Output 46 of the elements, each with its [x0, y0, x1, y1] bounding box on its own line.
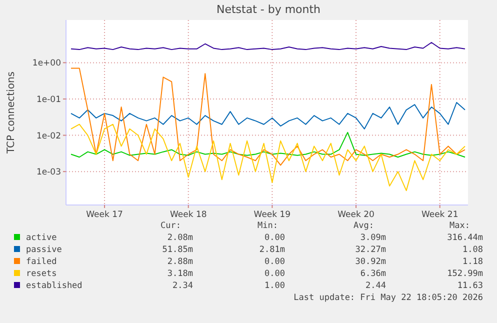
line-series [70, 124, 466, 192]
text: 1.08 [462, 245, 483, 255]
y-tick-label: 1e-01 [36, 94, 61, 105]
text: 2.34 [172, 281, 193, 291]
x-tick-label: Week 17 [86, 210, 123, 220]
text: Cur: [160, 221, 181, 231]
text: 0.00 [264, 257, 285, 267]
legend-label: resets [26, 269, 57, 279]
text: 11.63 [457, 281, 483, 291]
x-tick-label: Week 19 [254, 210, 291, 220]
x-tick-label: Week 18 [170, 210, 207, 220]
y-tick-label: 1e+00 [32, 58, 61, 69]
text: 2.88m [167, 257, 193, 267]
text: Avg: [354, 221, 374, 231]
legend-label: passive [26, 245, 62, 255]
text: 1.00 [264, 281, 285, 291]
x-tick-label: Week 20 [338, 210, 374, 220]
text: 0.00 [264, 269, 285, 279]
line-series [70, 102, 466, 130]
text: 3.09m [360, 233, 386, 243]
text: Max: [450, 221, 470, 231]
x-tick-label: Week 21 [421, 210, 458, 220]
chart-title: Netstat - by month [216, 3, 321, 16]
line-series [70, 68, 466, 166]
text: Last update: Fri May 22 18:05:20 2026 [294, 293, 483, 303]
text: 32.27m [355, 245, 386, 255]
legend-label: active [26, 233, 57, 243]
text: 2.81m [259, 245, 285, 255]
text: 1.18 [462, 257, 483, 267]
text: 0.00 [264, 233, 285, 243]
text: 3.18m [167, 269, 193, 279]
line-series [70, 42, 466, 50]
text: Min: [258, 221, 278, 231]
text: 30.92m [355, 257, 386, 267]
y-tick-label: 1e-03 [36, 168, 61, 178]
text: 152.99m [447, 269, 483, 279]
text: 6.36m [360, 269, 386, 279]
legend-label: established [26, 281, 82, 291]
text: 316.44m [447, 233, 483, 243]
line-series [70, 132, 466, 158]
text: 51.85m [162, 245, 193, 255]
y-axis-title: TCP connections [6, 71, 17, 155]
text: 2.44 [366, 281, 386, 291]
legend-label: failed [26, 257, 57, 267]
y-tick-label: 1e-02 [36, 131, 61, 142]
text: 2.08m [167, 233, 193, 243]
